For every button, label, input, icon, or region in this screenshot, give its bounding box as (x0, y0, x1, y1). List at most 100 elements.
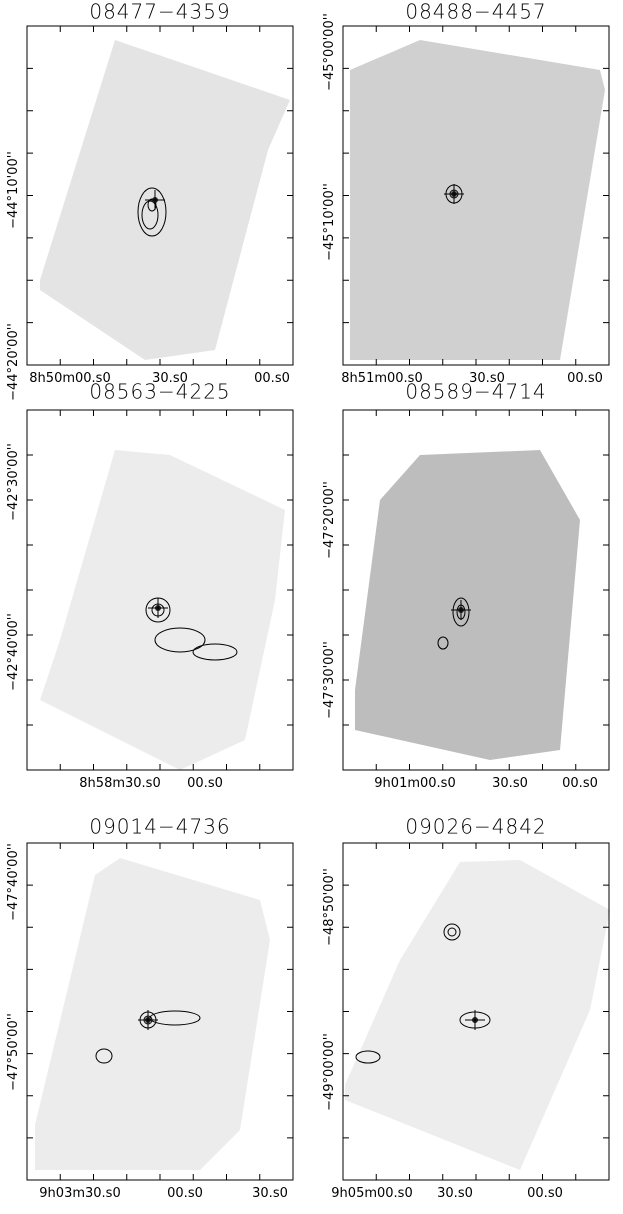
source-cross (145, 190, 165, 210)
x-tick-label: 30.s0 (437, 1186, 473, 1201)
tick-mark (343, 843, 609, 1180)
tick-mark (27, 410, 293, 770)
tick-mark (27, 26, 293, 365)
panel-title: 08563−4225 (89, 380, 230, 404)
tick-mark (343, 410, 609, 770)
sky-image (350, 40, 605, 360)
tick-mark (27, 410, 293, 770)
y-tick-label: −47°30'00'' (322, 641, 337, 719)
y-tick-label: −42°30'00'' (6, 443, 21, 521)
source-cross (148, 598, 168, 618)
source-cross (451, 600, 471, 620)
x-tick-label: 30.s0 (252, 1186, 288, 1201)
tick-mark (343, 843, 609, 1180)
panel: 08563−4225 −42°30'00'' −42°40'00'' 8h58m30.… (6, 380, 294, 791)
tick-mark (343, 410, 609, 770)
panel: 09026−4842 −48°50'00'' −49°00'00'' 9h05m00.… (322, 815, 610, 1201)
panel: 09014−4736 −47°40'00'' −47°50'00'' 9h03m30.… (6, 815, 294, 1201)
tick-mark (27, 843, 293, 1180)
sky-image (345, 860, 610, 1170)
x-tick-label: 30.s0 (469, 371, 505, 386)
panel: 08488−4457 −45°00'00'' −45°10'00'' 8h51m00.… (322, 0, 610, 386)
sky-image (40, 450, 285, 770)
x-tick-label: 9h03m30.s0 (39, 1186, 120, 1201)
contour (452, 597, 470, 627)
x-tick-label: 8h51m00.s0 (341, 371, 422, 386)
y-tick-label: −44°20'00'' (6, 323, 21, 401)
x-tick-label: 8h58m30.s0 (79, 776, 160, 791)
x-tick-label: 00.s0 (562, 776, 598, 791)
tick-mark (27, 843, 293, 1180)
tick-mark (343, 843, 609, 1180)
source-cross (138, 1010, 158, 1030)
tick-mark (27, 26, 293, 365)
contour (443, 923, 461, 941)
tick-mark (343, 410, 609, 770)
contour (147, 198, 157, 212)
y-tick-label: −48°50'00'' (322, 868, 337, 946)
tick-mark (343, 410, 609, 770)
tick-mark (27, 843, 293, 1180)
tick-mark (343, 26, 609, 365)
tick-mark (343, 843, 609, 1180)
tick-mark (343, 26, 609, 365)
x-tick-label: 9h05m00.s0 (331, 1186, 412, 1201)
panel-title: 09014−4736 (89, 815, 230, 839)
x-tick-label: 00.s0 (527, 1186, 563, 1201)
contour (154, 627, 206, 653)
x-tick-label: 9h01m00.s0 (374, 776, 455, 791)
tick-mark (27, 843, 293, 1180)
y-tick-label: −44°10'00'' (6, 151, 21, 229)
tick-mark (343, 843, 609, 1180)
y-tick-label: −42°40'00'' (6, 613, 21, 691)
x-tick-label: 8h50m00.s0 (29, 371, 110, 386)
tick-mark (27, 843, 293, 1180)
contour (437, 636, 449, 650)
tick-mark (343, 26, 609, 365)
tick-mark (27, 843, 293, 1180)
tick-mark (343, 843, 609, 1180)
contour (137, 187, 167, 237)
tick-mark (27, 26, 293, 365)
x-tick-label: 00.s0 (167, 1186, 203, 1201)
contour (141, 200, 159, 230)
tick-mark (343, 26, 609, 365)
tick-mark (27, 26, 293, 365)
contour (447, 927, 457, 937)
tick-mark (27, 26, 293, 365)
source-cross (465, 1010, 485, 1030)
tick-mark (27, 410, 293, 770)
tick-mark (27, 26, 293, 365)
tick-mark (343, 410, 609, 770)
panel-title: 08589−4714 (405, 380, 546, 404)
panel-title: 09026−4842 (405, 815, 546, 839)
y-tick-label: −47°40'00'' (6, 843, 21, 921)
x-tick-label: 00.s0 (254, 371, 290, 386)
y-tick-label: −45°10'00'' (322, 183, 337, 261)
contour (95, 1048, 113, 1064)
panel: 08477−4359 −44°10'00'' −44°20'00'' 8h50m00.… (6, 0, 294, 401)
contour (355, 1050, 381, 1064)
tick-mark (343, 26, 609, 365)
panel-title: 08477−4359 (89, 0, 230, 24)
panel: 08589−4714 −47°20'00'' −47°30'00'' 9h01m00.… (322, 380, 610, 791)
tick-mark (343, 410, 609, 770)
y-tick-label: −47°50'00'' (6, 1013, 21, 1091)
tick-mark (27, 410, 293, 770)
tick-mark (27, 410, 293, 770)
x-tick-label: 30.s0 (152, 371, 188, 386)
source-cross (444, 184, 464, 204)
x-tick-label: 00.s0 (187, 776, 223, 791)
tick-mark (27, 26, 293, 365)
contour (192, 643, 238, 661)
tick-mark (27, 843, 293, 1180)
panel-title: 08488−4457 (405, 0, 546, 24)
y-tick-label: −49°00'00'' (322, 1033, 337, 1111)
tick-mark (343, 843, 609, 1180)
sky-image (35, 858, 270, 1170)
tick-mark (343, 26, 609, 365)
y-tick-label: −45°00'00'' (322, 13, 337, 91)
tick-mark (27, 410, 293, 770)
tick-mark (343, 26, 609, 365)
